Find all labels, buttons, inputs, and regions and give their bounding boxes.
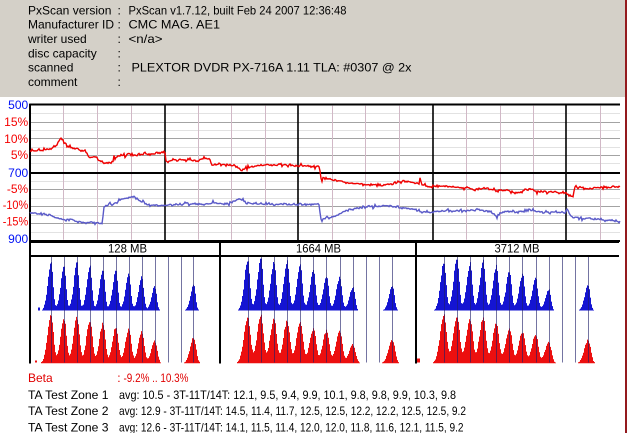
svg-text:5%: 5% [11,148,29,162]
svg-text:PxScan v1.7.12, built Feb 24 2: PxScan v1.7.12, built Feb 24 2007 12:36:… [129,3,347,17]
svg-text:-15%: -15% [3,215,29,229]
svg-text:PLEXTOR DVDR PX-716A 1.11 TLA:: PLEXTOR DVDR PX-716A 1.11 TLA: #0307 @ 2… [132,61,412,75]
svg-text:1664 MB: 1664 MB [296,241,341,255]
svg-text:disc capacity: disc capacity [28,46,97,60]
svg-text::: : [118,61,121,75]
svg-text::: : [118,46,121,60]
svg-text:writer used: writer used [27,32,87,46]
svg-text:3712 MB: 3712 MB [495,241,540,255]
svg-text:Beta: Beta [28,371,53,385]
svg-text:avg: 10.5 - 3T-11T/14T: 12.1,: avg: 10.5 - 3T-11T/14T: 12.1, 9.5, 9.4, … [119,388,456,402]
svg-text:128 MB: 128 MB [108,241,147,255]
svg-text::: : [118,3,121,17]
svg-text::: : [118,32,121,46]
svg-text:500: 500 [8,98,28,112]
svg-text:avg: 12.9 - 3T-11T/14T: 14.5,: avg: 12.9 - 3T-11T/14T: 14.5, 11.4, 11.7… [119,404,466,418]
svg-text:700: 700 [8,166,28,180]
svg-text::: : [118,75,121,89]
svg-text:avg: 12.6 - 3T-11T/14T: 14.1,: avg: 12.6 - 3T-11T/14T: 14.1, 11.5, 11.4… [119,420,464,433]
svg-text::: : [118,18,121,32]
svg-text:scanned: scanned [28,61,73,75]
svg-text:Manufacturer ID: Manufacturer ID [28,18,114,32]
svg-text:CMC MAG. AE1: CMC MAG. AE1 [129,18,221,32]
svg-text:-10%: -10% [3,198,29,212]
svg-text:TA Test Zone 2: TA Test Zone 2 [28,404,109,418]
svg-text:PxScan version: PxScan version [28,3,111,17]
svg-text:comment: comment [28,75,78,89]
svg-text:<n/a>: <n/a> [129,32,163,46]
svg-text:TA Test Zone 1: TA Test Zone 1 [28,388,109,402]
svg-text:-5%: -5% [7,182,29,196]
svg-text:-9.2% .. 10.3%: -9.2% .. 10.3% [124,371,189,385]
svg-text:TA Test Zone 3: TA Test Zone 3 [28,420,109,433]
svg-text:10%: 10% [4,132,28,146]
svg-text::: : [117,371,120,385]
svg-text:15%: 15% [4,115,28,129]
svg-text:900: 900 [8,232,28,246]
